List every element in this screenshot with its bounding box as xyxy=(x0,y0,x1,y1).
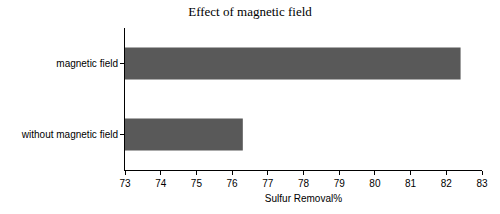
svg-text:Sulfur Removal%: Sulfur Removal% xyxy=(265,193,342,204)
svg-text:83: 83 xyxy=(476,178,488,189)
svg-text:76: 76 xyxy=(227,178,239,189)
svg-text:Effect of magnetic field: Effect of magnetic field xyxy=(188,4,312,19)
svg-text:74: 74 xyxy=(155,178,167,189)
svg-text:77: 77 xyxy=(262,178,274,189)
svg-text:82: 82 xyxy=(441,178,453,189)
svg-text:80: 80 xyxy=(369,178,381,189)
svg-text:78: 78 xyxy=(298,178,310,189)
svg-text:73: 73 xyxy=(119,178,131,189)
svg-text:81: 81 xyxy=(405,178,417,189)
svg-text:without magnetic field: without magnetic field xyxy=(21,129,118,140)
svg-text:75: 75 xyxy=(191,178,203,189)
svg-text:magnetic field: magnetic field xyxy=(56,58,118,69)
svg-text:79: 79 xyxy=(334,178,346,189)
